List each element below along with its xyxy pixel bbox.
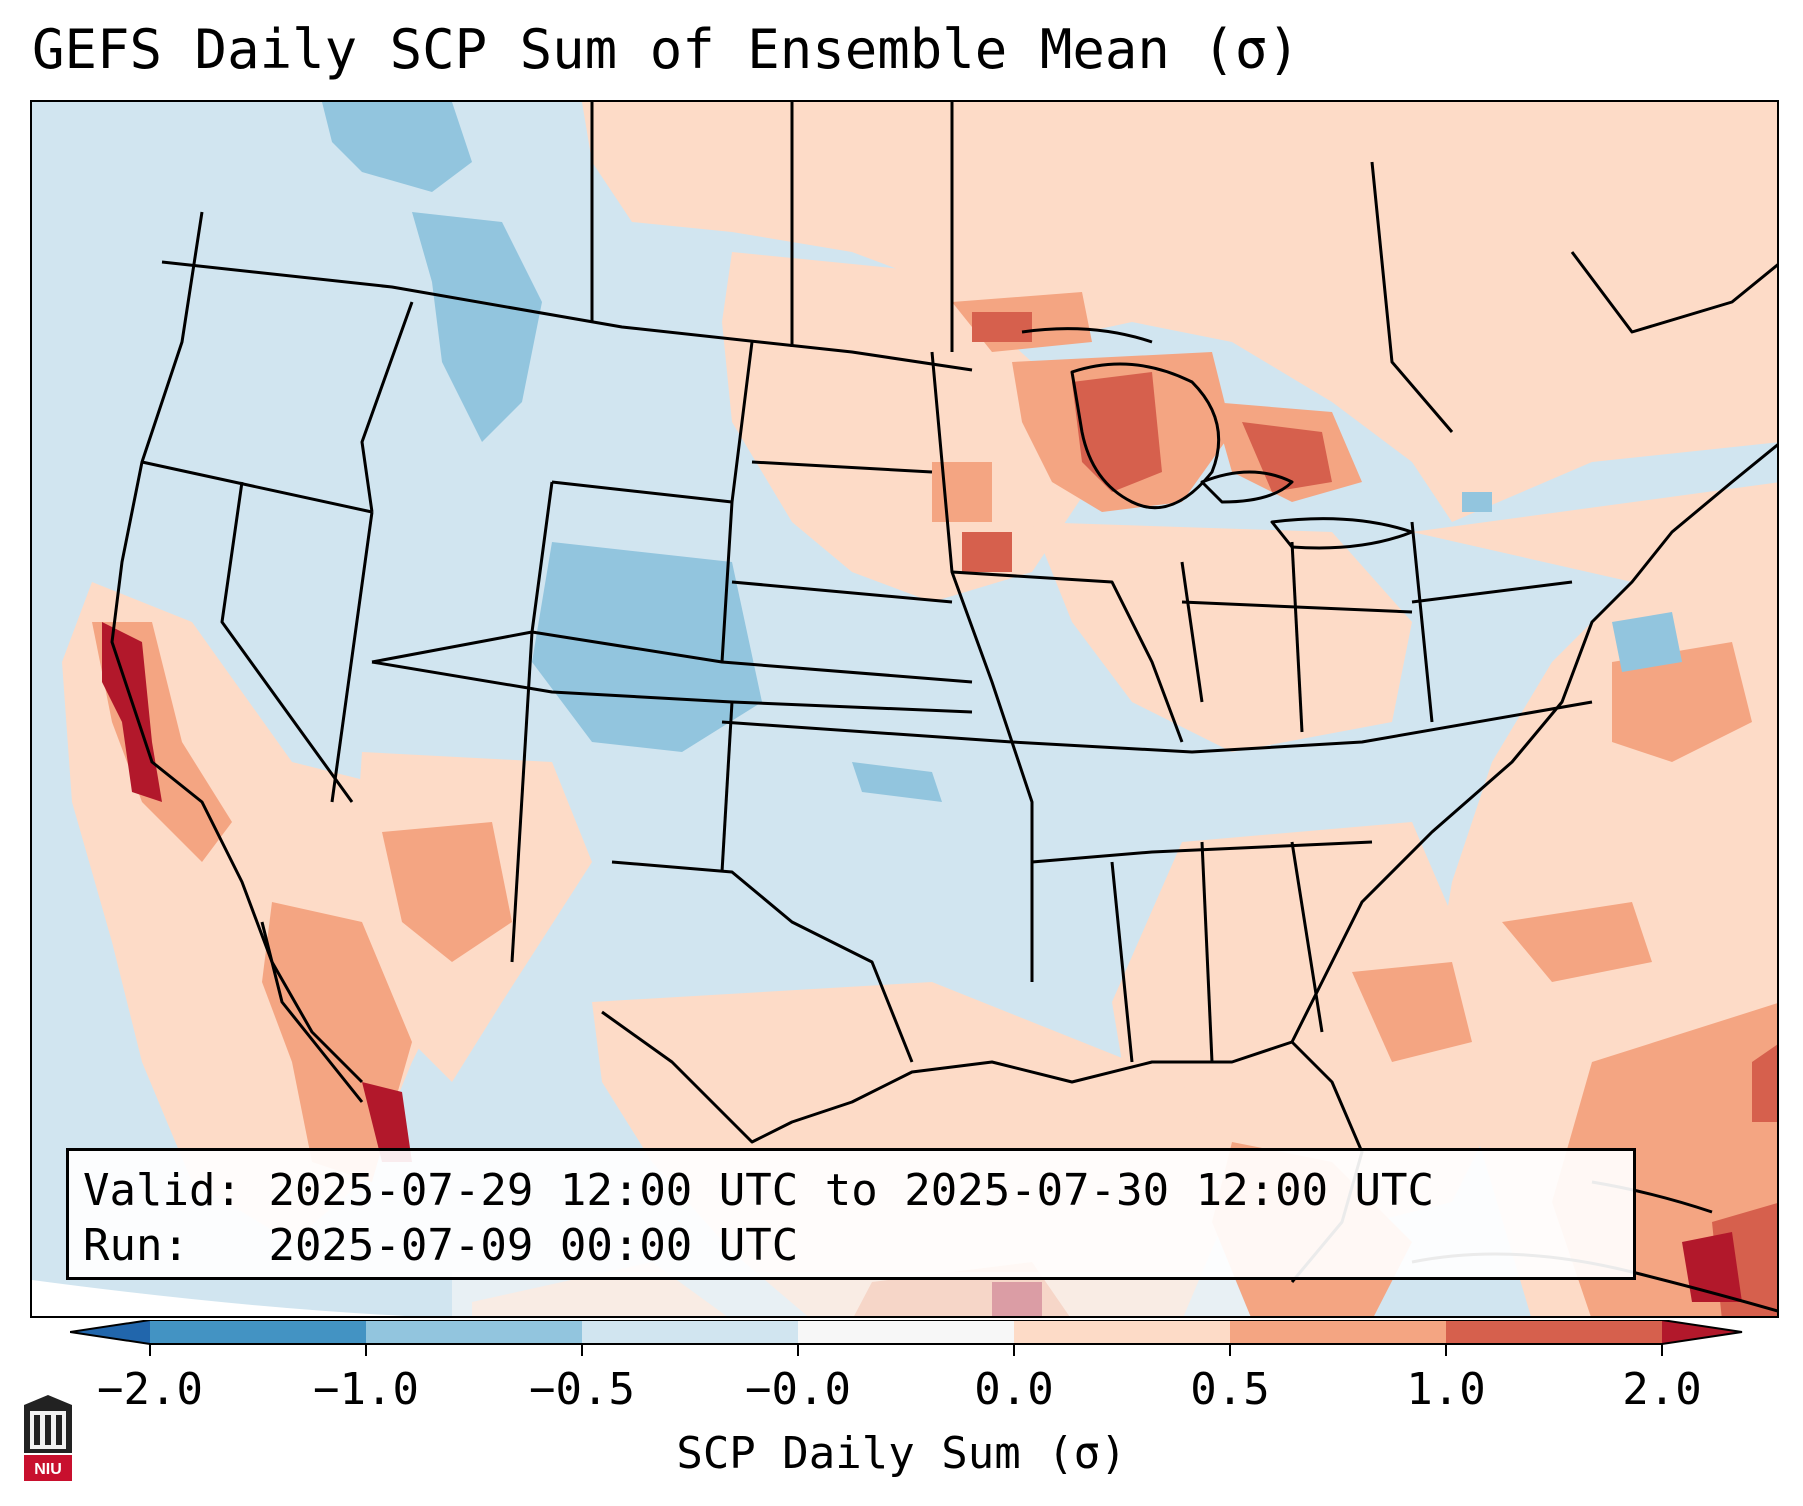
run-label: Run: — [83, 1220, 189, 1271]
colorbar-tick-label: 2.0 — [1622, 1364, 1702, 1415]
gulf-coastline — [601, 1010, 1364, 1283]
atlantic-coastline — [1290, 443, 1777, 1043]
colorbar — [70, 1320, 1743, 1356]
political-borders — [110, 102, 1777, 1313]
colorbar-segment — [582, 1320, 798, 1344]
colorbar-segment — [1014, 1320, 1230, 1344]
niu-logo: NIU — [24, 1395, 72, 1481]
colorbar-under-arrow — [70, 1320, 150, 1344]
neutral-region — [452, 1272, 1251, 1316]
colorbar-tick-label: −0.0 — [745, 1364, 851, 1415]
field-map — [32, 102, 1777, 1316]
colorbar-tick-label: 0.5 — [1190, 1364, 1270, 1415]
us-canada-border — [161, 260, 973, 372]
pacific-coastline — [110, 211, 364, 1084]
colorbar-tick-label: −1.0 — [313, 1364, 419, 1415]
colorbar-tick-label: 1.0 — [1406, 1364, 1486, 1415]
colorbar-segment — [366, 1320, 582, 1344]
valid-value: 2025-07-29 12:00 UTC to 2025-07-30 12:00… — [268, 1165, 1435, 1216]
colorbar-tick-label: −2.0 — [97, 1364, 203, 1415]
colorbar-over-arrow — [1662, 1320, 1742, 1344]
valid-label: Valid: — [83, 1165, 242, 1216]
logo-text: NIU — [34, 1461, 62, 1478]
colorbar-segment — [1230, 1320, 1446, 1344]
run-value: 2025-07-09 00:00 UTC — [268, 1220, 799, 1271]
colorbar-label: SCP Daily Sum (σ) — [676, 1428, 1127, 1479]
valid-time-box: Valid: 2025-07-29 12:00 UTC to 2025-07-3… — [66, 1148, 1636, 1280]
colorbar-segment — [798, 1320, 1014, 1344]
map-panel — [30, 100, 1779, 1318]
colorbar-tick-label: 0.0 — [974, 1364, 1054, 1415]
projection-edge-left — [32, 1280, 406, 1316]
colorbar-ticks — [149, 1344, 1663, 1356]
colorbar-segment — [1446, 1320, 1662, 1344]
colorbar-tick-label: −0.5 — [529, 1364, 635, 1415]
map-title: GEFS Daily SCP Sum of Ensemble Mean (σ) — [32, 18, 1300, 81]
colorbar-segment — [150, 1320, 366, 1344]
